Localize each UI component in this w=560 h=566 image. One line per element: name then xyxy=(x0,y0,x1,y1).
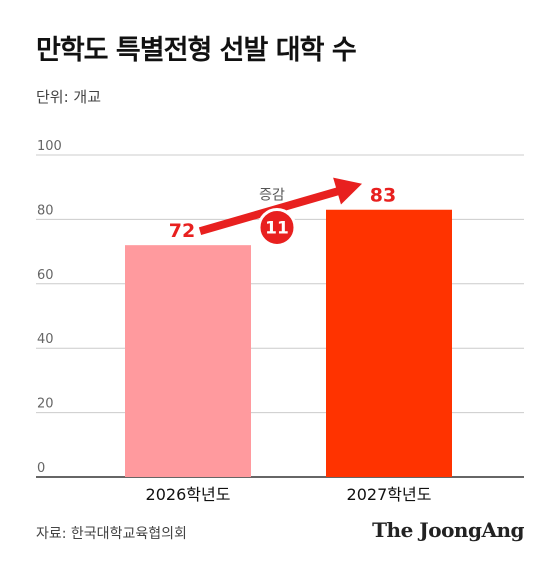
category-label-2026학년도: 2026학년도 xyxy=(146,485,231,504)
y-tick-label-60: 60 xyxy=(37,268,54,283)
unit-label: 단위: 개교 xyxy=(36,88,102,106)
bar-2026학년도 xyxy=(125,245,251,477)
data-label-2027학년도: 83 xyxy=(370,185,396,207)
y-tick-label-40: 40 xyxy=(37,332,54,347)
increase-label: 증감 xyxy=(259,187,285,203)
y-tick-label-100: 100 xyxy=(37,139,62,154)
category-labels: 2026학년도 2027학년도 xyxy=(146,485,432,504)
category-label-2027학년도: 2027학년도 xyxy=(347,485,432,504)
y-tick-labels: 0 20 40 60 80 100 xyxy=(37,139,62,476)
increase-badge xyxy=(257,207,297,247)
data-label-2026학년도: 72 xyxy=(169,220,195,242)
increase-arrow: 11 증감 xyxy=(198,177,362,247)
arrow-head xyxy=(333,177,362,205)
increase-value: 11 xyxy=(265,218,289,238)
y-tick-label-80: 80 xyxy=(37,203,54,218)
bars xyxy=(125,209,452,478)
data-labels: 72 83 xyxy=(169,185,396,242)
y-tick-label-0: 0 xyxy=(37,461,45,476)
chart-title: 만학도 특별전형 선발 대학 수 xyxy=(36,35,357,66)
bar-2027학년도 xyxy=(326,209,452,478)
y-tick-label-20: 20 xyxy=(37,397,54,412)
brand-logo: The JoongAng xyxy=(372,518,524,542)
source-note: 자료: 한국대학교육협의회 xyxy=(36,526,187,542)
